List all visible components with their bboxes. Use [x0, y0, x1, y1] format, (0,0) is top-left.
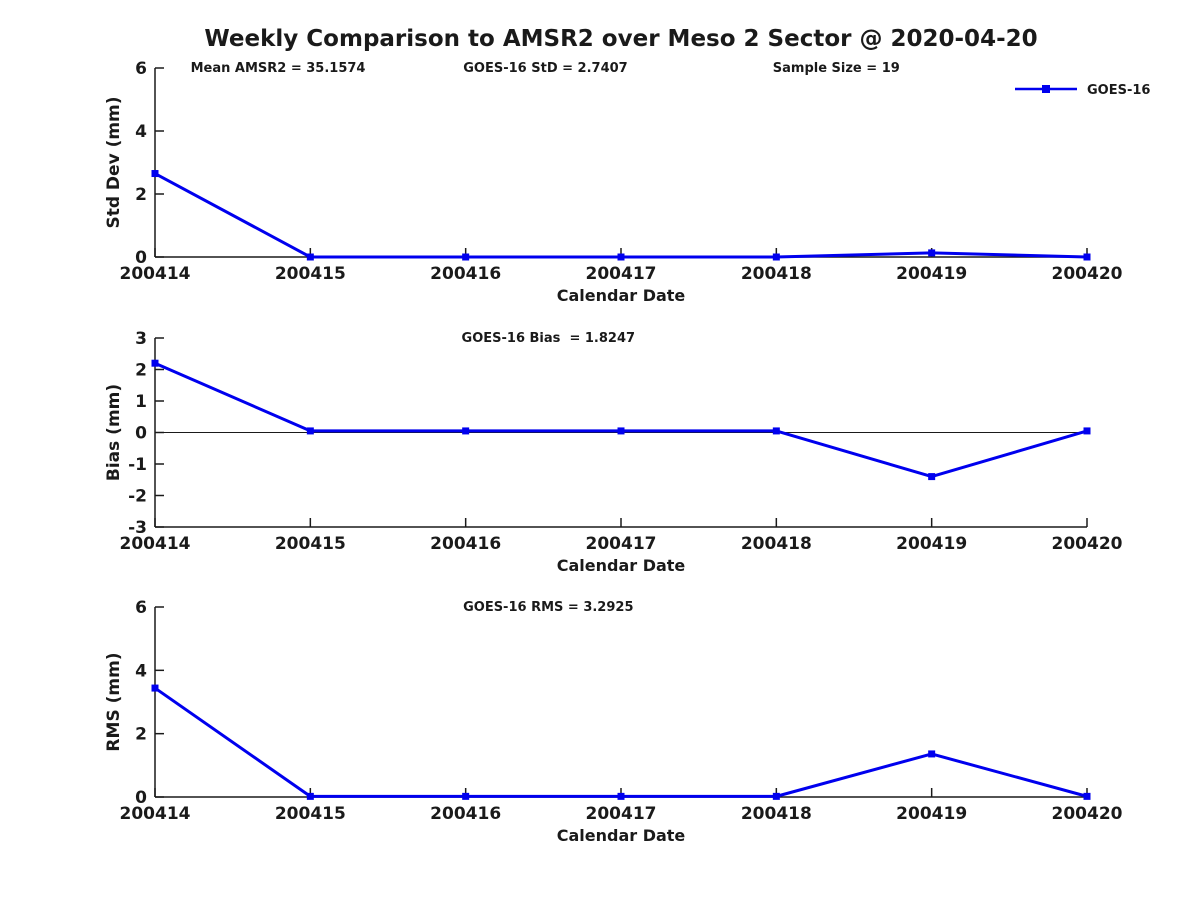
x-axis-title: Calendar Date: [557, 826, 686, 845]
data-point-marker: [1083, 792, 1091, 800]
y-axis-title: Bias (mm): [104, 384, 124, 481]
y-tick-label: 1: [135, 392, 147, 412]
data-point-marker: [772, 253, 780, 261]
data-point-marker: [306, 792, 314, 800]
data-point-marker: [306, 253, 314, 261]
data-point-marker: [151, 684, 159, 692]
stat-annotation: Sample Size = 19: [773, 61, 900, 76]
x-tick-label: 200415: [275, 264, 346, 284]
x-tick-label: 200415: [275, 534, 346, 554]
data-point-marker: [617, 792, 625, 800]
x-tick-label: 200418: [741, 804, 812, 824]
y-tick-label: 4: [135, 661, 147, 681]
x-tick-label: 200416: [430, 264, 501, 284]
data-point-marker: [462, 427, 470, 435]
y-tick-label: -2: [128, 487, 147, 507]
x-tick-label: 200414: [120, 264, 191, 284]
data-point-marker: [617, 253, 625, 261]
y-tick-label: -3: [128, 518, 147, 538]
data-point-marker: [928, 473, 936, 481]
subplot-bias-mm: -3 -2 -1 0 1 2 3 200414 200415 200416 200417 200418…: [104, 329, 1123, 575]
data-point-marker: [928, 249, 936, 257]
subplot-std-dev-mm: 0 2 4 6 200414 200415 200416 200417 200418 200419…: [104, 59, 1150, 305]
x-tick-label: 200414: [120, 534, 191, 554]
stat-annotation: GOES-16 StD = 2.7407: [463, 61, 627, 76]
data-point-marker: [772, 792, 780, 800]
x-tick-label: 200419: [896, 804, 967, 824]
y-tick-label: 4: [135, 122, 147, 142]
x-axis-title: Calendar Date: [557, 286, 686, 305]
y-tick-label: 0: [135, 788, 147, 808]
data-point-marker: [928, 750, 936, 758]
x-tick-label: 200420: [1052, 264, 1123, 284]
chart-title: Weekly Comparison to AMSR2 over Meso 2 S…: [204, 26, 1038, 52]
y-axis-title: Std Dev (mm): [104, 96, 124, 228]
x-tick-label: 200417: [586, 534, 657, 554]
y-tick-label: 2: [135, 185, 147, 205]
data-point-marker: [151, 170, 159, 178]
x-tick-label: 200417: [586, 264, 657, 284]
x-tick-label: 200420: [1052, 804, 1123, 824]
y-tick-label: -1: [128, 455, 147, 475]
series-line: [154, 361, 1088, 479]
data-point-marker: [1083, 427, 1091, 435]
legend-marker-sample: [1042, 85, 1050, 93]
data-point-marker: [617, 427, 625, 435]
y-tick-label: 6: [135, 598, 147, 618]
stat-annotation: Mean AMSR2 = 35.1574: [191, 61, 366, 76]
y-tick-label: 3: [135, 329, 147, 349]
stat-annotation: GOES-16 RMS = 3.2925: [463, 600, 633, 615]
x-tick-label: 200416: [430, 534, 501, 554]
x-tick-label: 200417: [586, 804, 657, 824]
x-tick-label: 200418: [741, 534, 812, 554]
data-point-marker: [306, 427, 314, 435]
x-tick-label: 200414: [120, 804, 191, 824]
y-tick-label: 0: [135, 248, 147, 268]
y-tick-label: 0: [135, 424, 147, 444]
subplot-rms-mm: 0 2 4 6 200414 200415 200416 200417 200418 200419…: [104, 598, 1123, 845]
data-point-marker: [462, 792, 470, 800]
y-tick-label: 2: [135, 361, 147, 381]
data-point-marker: [772, 427, 780, 435]
x-tick-label: 200420: [1052, 534, 1123, 554]
data-point-marker: [1083, 253, 1091, 261]
x-tick-label: 200419: [896, 264, 967, 284]
x-tick-label: 200419: [896, 534, 967, 554]
x-tick-label: 200418: [741, 264, 812, 284]
series-line: [154, 172, 1088, 259]
legend-label: GOES-16: [1087, 83, 1150, 98]
stat-annotation: GOES-16 Bias = 1.8247: [462, 331, 636, 346]
data-point-marker: [462, 253, 470, 261]
x-axis-title: Calendar Date: [557, 556, 686, 575]
y-tick-label: 2: [135, 725, 147, 745]
x-tick-label: 200416: [430, 804, 501, 824]
y-axis-title: RMS (mm): [104, 652, 124, 751]
x-tick-label: 200415: [275, 804, 346, 824]
y-tick-label: 6: [135, 59, 147, 79]
data-point-marker: [151, 359, 159, 367]
series-line: [154, 686, 1088, 798]
legend: GOES-16: [1015, 83, 1150, 98]
